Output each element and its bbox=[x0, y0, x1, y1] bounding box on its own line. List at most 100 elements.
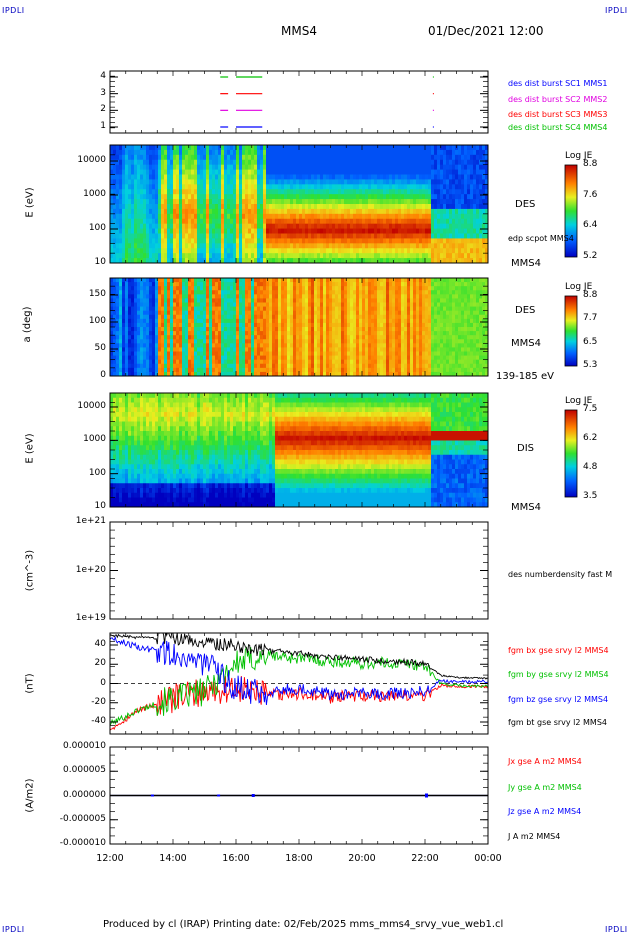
panel7-current-spike bbox=[150, 794, 154, 797]
panel2-y-tick-label: 10 bbox=[94, 257, 106, 267]
panel4-y-tick-label: 1000 bbox=[83, 434, 106, 445]
corner-mark-bottom-left: IPDLI bbox=[2, 925, 25, 934]
panel6-y-tick-label: 0 bbox=[100, 677, 106, 688]
panel3-colorbar bbox=[564, 295, 578, 367]
panel3-y-tick-label: 150 bbox=[88, 289, 106, 299]
panel7-y-tick-label: -0.000005 bbox=[59, 813, 106, 824]
panel2-y-tick-label: 10000 bbox=[77, 155, 106, 165]
panel1-frame bbox=[109, 70, 489, 134]
panel3-y-tick-label: 50 bbox=[94, 343, 106, 353]
panel6-series-by bbox=[110, 646, 488, 726]
panel5-y-tick-label: 1e+21 bbox=[75, 516, 106, 526]
date-title: 01/Dec/2021 12:00 bbox=[428, 24, 544, 38]
panel4-colorbar-tick: 6.2 bbox=[583, 433, 598, 443]
panel6-y-tick-label: 40 bbox=[94, 639, 106, 649]
panel1-y-tick-label: 4 bbox=[100, 71, 106, 81]
panel4-spacecraft-label: MMS4 bbox=[511, 502, 541, 513]
spacecraft-title: MMS4 bbox=[281, 24, 317, 38]
panel4-colorbar bbox=[564, 409, 578, 498]
panel1-legend-mms1: des dist burst SC1 MMS1 bbox=[508, 79, 608, 88]
panel5-y-label: (cm^-3) bbox=[24, 549, 36, 592]
panel2-colorbar-tick: 5.2 bbox=[583, 251, 598, 261]
panel3-colorbar-tick: 8.8 bbox=[583, 290, 598, 300]
panel2-y-tick-label: 100 bbox=[88, 223, 106, 233]
panel4-colorbar-tick: 7.5 bbox=[583, 404, 598, 414]
panel6-y-tick-label: -40 bbox=[91, 716, 106, 726]
x-tick-label: 16:00 bbox=[222, 853, 250, 864]
panel4-instrument-label: DIS bbox=[517, 443, 534, 454]
panel7-legend-j: J A m2 MMS4 bbox=[508, 832, 561, 841]
panel2-overlay-label: edp scpot MMS4 bbox=[508, 234, 574, 243]
panel4-colorbar-tick: 4.8 bbox=[583, 462, 598, 472]
panel4-y-tick-label: 100 bbox=[88, 467, 106, 478]
panel2-colorbar-tick: 8.8 bbox=[583, 159, 598, 169]
panel1-legend-mms2: des dist burst SC2 MMS2 bbox=[508, 95, 608, 104]
panel3-colorbar-title: Log JE bbox=[565, 282, 593, 292]
panel7-y-tick-label: -0.000010 bbox=[59, 838, 106, 848]
corner-mark-bottom-right: IPDLI bbox=[605, 925, 628, 934]
panel1-y-tick-label: 3 bbox=[100, 87, 106, 98]
panel1-y-tick-label: 1 bbox=[100, 121, 106, 131]
panel4-y-tick-label: 10000 bbox=[77, 401, 106, 411]
panel7-y-tick-label: 0.000010 bbox=[63, 741, 106, 751]
x-tick-label: 14:00 bbox=[159, 853, 187, 864]
panel2-y-label: E (eV) bbox=[24, 187, 36, 218]
panel4-y-tick-label: 10 bbox=[94, 501, 106, 511]
x-tick-label: 20:00 bbox=[348, 853, 376, 864]
x-tick-label: 00:00 bbox=[474, 853, 502, 864]
panel7-current-spike bbox=[251, 794, 255, 797]
x-tick-label: 18:00 bbox=[285, 853, 313, 864]
panel6-legend-bt: fgm bt gse srvy l2 MMS4 bbox=[508, 718, 607, 727]
panel6-series-bz bbox=[110, 635, 488, 706]
panel7-legend-jz: Jz gse A m2 MMS4 bbox=[508, 807, 582, 816]
panel5-legend: des numberdensity fast M bbox=[508, 570, 613, 579]
panel3-colorbar-tick: 6.5 bbox=[583, 336, 598, 347]
panel1-legend-mms3: des dist burst SC3 MMS3 bbox=[508, 110, 608, 119]
panel7-y-tick-label: 0.000000 bbox=[63, 789, 106, 800]
panel6-legend-bz: fgm bz gse srvy l2 MMS4 bbox=[508, 695, 609, 704]
panel7-current-spike bbox=[217, 794, 221, 797]
footer-credit: Produced by cl (IRAP) Printing date: 02/… bbox=[103, 919, 504, 930]
panel2-instrument-label: DES bbox=[515, 199, 536, 210]
panel7-current-spike bbox=[425, 793, 428, 798]
panel6-y-tick-label: -20 bbox=[91, 696, 106, 707]
panel6-y-label: (nT) bbox=[24, 673, 36, 694]
panel1-legend-mms4: des dist burst SC4 MMS4 bbox=[508, 123, 608, 132]
panel7-legend-jx: Jx gse A m2 MMS4 bbox=[508, 757, 582, 766]
panel3-instrument-label: DES bbox=[515, 305, 536, 316]
panel3-y-tick-label: 100 bbox=[88, 316, 106, 326]
panel2-colorbar bbox=[564, 164, 578, 258]
panel3-energy-range: 139-185 eV bbox=[496, 371, 554, 382]
x-tick-label: 22:00 bbox=[411, 853, 439, 864]
panel3-colorbar-tick: 7.7 bbox=[583, 313, 598, 324]
panel7-legend-jy: Jy gse A m2 MMS4 bbox=[508, 783, 582, 792]
panel4-colorbar-title: Log JE bbox=[565, 396, 593, 406]
panel2-colorbar-tick: 6.4 bbox=[583, 220, 598, 231]
panel6-series-bx bbox=[110, 675, 488, 731]
panel2-spectrogram-cells bbox=[110, 145, 489, 264]
panel2-colorbar-tick: 7.6 bbox=[583, 189, 598, 200]
panel4-y-label: E (eV) bbox=[24, 433, 36, 464]
panel7-y-tick-label: 0.000005 bbox=[63, 765, 106, 776]
panel3-y-tick-label: 0 bbox=[100, 370, 106, 380]
panel1-y-tick-label: 2 bbox=[100, 104, 106, 115]
panel3-spacecraft-label: MMS4 bbox=[511, 338, 541, 349]
panel3-spectrogram-cells bbox=[110, 278, 489, 377]
x-tick-label: 12:00 bbox=[96, 853, 124, 864]
panel5-frame bbox=[109, 521, 489, 620]
panel5-y-tick-label: 1e+20 bbox=[75, 564, 106, 575]
corner-mark-top-left: IPDLI bbox=[2, 6, 25, 15]
panel2-colorbar-title: Log JE bbox=[565, 151, 593, 161]
panel5-y-tick-label: 1e+19 bbox=[75, 613, 106, 623]
panel2-spacecraft-label: MMS4 bbox=[511, 258, 541, 269]
panel6-legend-by: fgm by gse srvy l2 MMS4 bbox=[508, 670, 609, 679]
panel7-series-group bbox=[110, 793, 488, 798]
panel6-legend-bx: fgm bx gse srvy l2 MMS4 bbox=[508, 646, 609, 655]
panel3-colorbar-tick: 5.3 bbox=[583, 360, 598, 370]
panel6-series-group bbox=[110, 633, 488, 731]
panel7-y-label: (A/m2) bbox=[24, 778, 36, 813]
corner-mark-top-right: IPDLI bbox=[605, 6, 628, 15]
panel6-y-tick-label: 20 bbox=[94, 658, 106, 669]
panel4-colorbar-tick: 3.5 bbox=[583, 491, 598, 501]
